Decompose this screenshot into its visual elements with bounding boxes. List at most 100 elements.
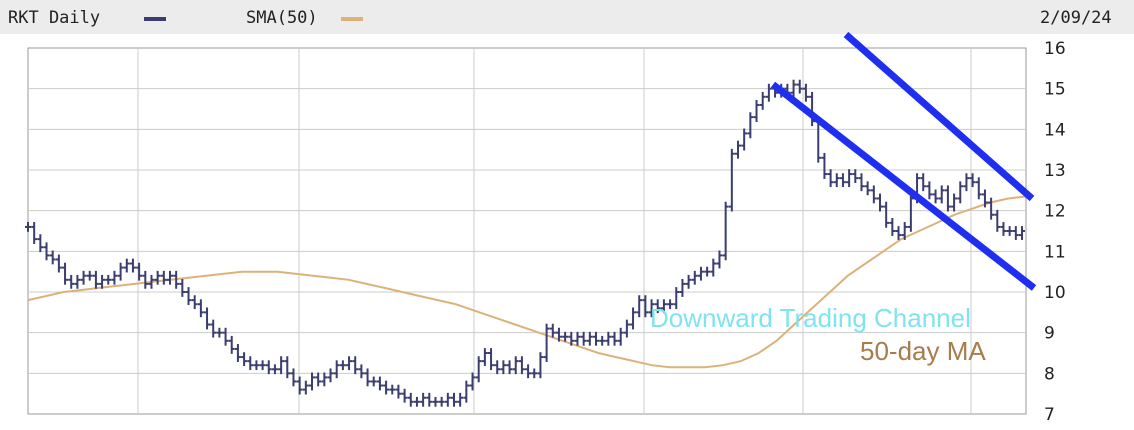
ma-annotation: 50-day MA bbox=[860, 336, 986, 366]
price-bar bbox=[753, 100, 760, 123]
price-bar bbox=[49, 250, 56, 265]
price-bar bbox=[636, 295, 643, 318]
price-bar bbox=[241, 352, 248, 367]
price-bar bbox=[870, 185, 877, 204]
price-bar bbox=[395, 384, 402, 399]
price-bar bbox=[537, 352, 544, 379]
price-bar bbox=[512, 356, 519, 375]
price-bar bbox=[926, 181, 933, 200]
price-bar bbox=[346, 356, 353, 371]
price-bar bbox=[877, 193, 883, 212]
price-bar bbox=[432, 396, 439, 407]
price-bar bbox=[685, 274, 692, 289]
price-bar bbox=[315, 372, 322, 387]
price-bar bbox=[173, 270, 180, 289]
price-bar bbox=[765, 83, 772, 102]
price-bar bbox=[735, 140, 741, 159]
price-bar bbox=[642, 295, 649, 318]
price-bar bbox=[358, 364, 365, 379]
price-bar bbox=[469, 372, 476, 391]
price-bar bbox=[488, 348, 495, 371]
price-bar bbox=[549, 323, 556, 338]
price-bar bbox=[673, 287, 680, 310]
y-tick-label: 12 bbox=[1044, 202, 1066, 222]
price-bar bbox=[1006, 226, 1013, 236]
price-bar bbox=[981, 189, 988, 208]
price-bar bbox=[451, 392, 457, 407]
price-bar bbox=[889, 217, 896, 236]
price-bar bbox=[975, 177, 982, 200]
trend-channels bbox=[770, 31, 1037, 291]
price-bar bbox=[376, 376, 383, 391]
price-bar bbox=[858, 173, 865, 192]
price-bar bbox=[555, 327, 562, 342]
price-bar bbox=[197, 299, 204, 318]
price-bar bbox=[136, 262, 143, 281]
price-bar bbox=[302, 380, 309, 395]
price-bar bbox=[111, 270, 118, 285]
price-bar bbox=[401, 388, 408, 403]
price-bar bbox=[31, 222, 38, 245]
chart-date: 2/09/24 bbox=[1040, 8, 1112, 28]
price-bar bbox=[444, 392, 451, 407]
channel-annotation: Downward Trading Channel bbox=[650, 303, 971, 333]
price-bar bbox=[123, 258, 130, 273]
price-bar bbox=[531, 368, 538, 379]
price-bar bbox=[500, 360, 507, 375]
price-bar bbox=[259, 360, 266, 371]
price-bar bbox=[716, 250, 723, 269]
price-bar bbox=[352, 356, 359, 375]
price-bar bbox=[623, 319, 630, 338]
price-bar bbox=[55, 254, 62, 273]
price-bar bbox=[191, 295, 198, 310]
price-bar bbox=[951, 193, 958, 212]
price-bar bbox=[309, 372, 315, 391]
y-axis: 7 8 9 10 11 12 13 14 15 16 bbox=[1044, 39, 1066, 425]
price-bar bbox=[883, 201, 890, 228]
plot-area bbox=[27, 47, 1027, 415]
price-bar bbox=[660, 299, 667, 314]
price-bar bbox=[864, 181, 871, 196]
sma-legend-swatch bbox=[341, 17, 363, 21]
y-tick-label: 14 bbox=[1044, 120, 1066, 140]
price-bar bbox=[679, 278, 686, 297]
price-bar bbox=[543, 323, 550, 362]
price-bar bbox=[278, 356, 285, 375]
price-bar bbox=[932, 189, 939, 204]
y-tick-label: 11 bbox=[1044, 242, 1066, 262]
price-bar bbox=[426, 392, 433, 407]
price-bar bbox=[333, 360, 340, 379]
price-bar bbox=[691, 270, 698, 285]
price-bar bbox=[654, 299, 661, 314]
price-bar bbox=[944, 185, 951, 212]
price-bar bbox=[586, 331, 593, 346]
price-bar bbox=[167, 270, 173, 285]
price-bar bbox=[506, 360, 513, 375]
price-bar bbox=[611, 331, 618, 346]
ticker-label: RKT Daily bbox=[8, 8, 101, 28]
price-bar bbox=[154, 270, 161, 285]
y-tick-label: 16 bbox=[1044, 39, 1066, 59]
price-bar bbox=[222, 327, 229, 346]
price-bar bbox=[704, 266, 711, 277]
price-bar bbox=[370, 376, 377, 387]
price-bar bbox=[562, 331, 569, 342]
price-bar bbox=[105, 274, 112, 285]
y-tick-label: 8 bbox=[1044, 364, 1055, 384]
price-bar bbox=[253, 360, 260, 371]
price-bar bbox=[790, 79, 797, 98]
price-bar bbox=[383, 380, 390, 395]
sma-label: SMA(50) bbox=[246, 8, 318, 28]
price-bar bbox=[833, 173, 840, 188]
price-bar bbox=[247, 356, 254, 371]
price-bar bbox=[389, 384, 396, 395]
price-bar bbox=[364, 368, 371, 387]
price-bar bbox=[994, 209, 1001, 232]
price-bar bbox=[1019, 226, 1025, 240]
price-bar bbox=[407, 392, 414, 407]
price-bar bbox=[413, 396, 420, 407]
price-bar bbox=[580, 331, 587, 346]
price-bar bbox=[759, 91, 766, 110]
price-bar bbox=[741, 128, 748, 151]
